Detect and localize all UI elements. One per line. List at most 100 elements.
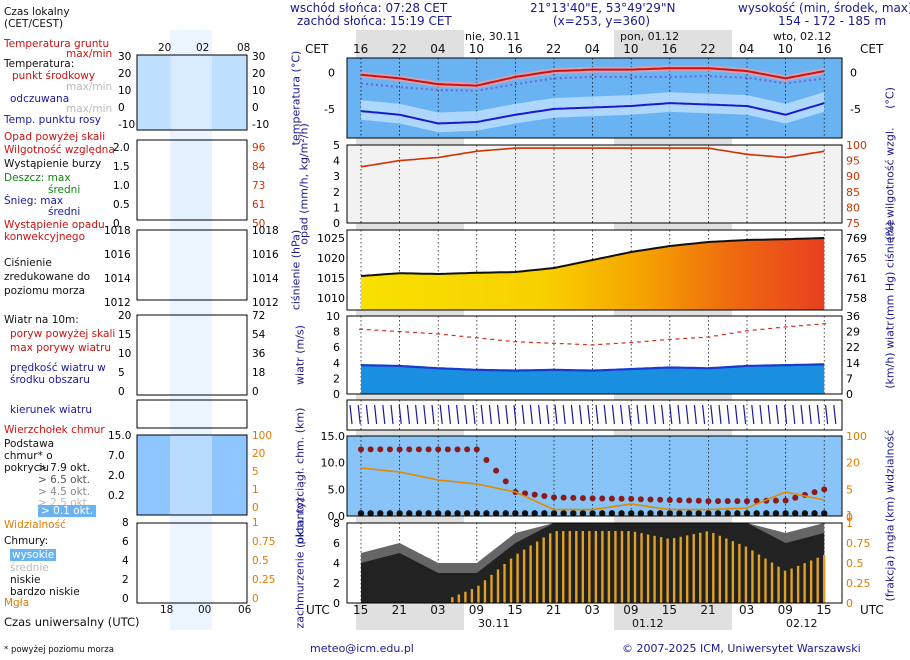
legend-precip-tick-left: 1.5 [113, 161, 130, 173]
footer-copyright: © 2007-2025 ICM, Uniwersytet Warszawski [622, 642, 861, 655]
legend-wind-mean: prędkość wiatru w środku obszaru [10, 362, 106, 386]
cloud-top-dot [551, 494, 557, 501]
wind-tick-right: 14 [846, 357, 860, 370]
elevation-label: wysokość (min, środek, max) [738, 1, 910, 15]
legend-temp-mid: punkt środkowy [12, 70, 96, 82]
cloud-base-dot [396, 510, 403, 517]
top-hour-label: 10 [777, 42, 793, 56]
legend-precip-tick-left: 2.0 [113, 142, 130, 154]
rh-tick-right: 100 [846, 139, 867, 152]
cloud-base-dot [637, 510, 645, 517]
wind-dir-arrow [521, 404, 525, 425]
fog-bar [685, 535, 689, 603]
cloud-top-dot [744, 498, 750, 505]
legend-rh-tick-right: 50 [252, 218, 266, 230]
legend-temp-tick-left: -10 [118, 119, 136, 131]
bottom-hour-label: 03 [430, 603, 446, 617]
fog-bar [777, 566, 780, 603]
legend-rh-tick-right: 84 [252, 161, 266, 173]
day-label-30-11: nie, 30.11 [465, 30, 521, 43]
wind-dir-arrow [357, 404, 361, 425]
legend-okt-01: > 0.1 okt. [38, 505, 97, 517]
fog-bar [712, 533, 715, 603]
cloud-top-dot [473, 446, 480, 453]
legend-temp-feel: odczuwana [10, 93, 70, 105]
fog-bar [633, 531, 637, 603]
pressure-tick-left: 1020 [317, 252, 345, 265]
cloud-base-dot [811, 510, 818, 517]
fog-bar [620, 531, 624, 603]
cloud-top-dot [464, 446, 471, 453]
rh-tick-right: 90 [846, 170, 860, 183]
fog-bar [744, 546, 748, 603]
temp-mid-line [360, 67, 825, 87]
cloud-top-dot [608, 495, 615, 502]
fog-bar [568, 531, 571, 603]
pressure-area [361, 238, 825, 310]
pressure-line [360, 237, 825, 277]
legend-soil-temp: Temperatura gruntu [4, 38, 110, 50]
fog-bar [470, 589, 474, 603]
fog-bar [607, 531, 611, 603]
legend-wind-tick-right: 18 [252, 367, 266, 379]
cloud-base-dot [695, 510, 702, 517]
wind-tick-left: 6 [333, 341, 340, 354]
legend-okt-65: > 6.5 okt. [38, 474, 91, 486]
panel-frames [136, 54, 843, 604]
rh-tick-right: 75 [846, 217, 860, 230]
legend-precip-tick-left: 0 [113, 218, 120, 230]
temp-feel-line [360, 102, 825, 125]
legend-fog-tick-right: 1 [252, 517, 259, 529]
wind-dir-arrow [562, 404, 566, 425]
wind-dir-arrow [685, 404, 689, 425]
utc-label-right: UTC [860, 603, 884, 617]
legend-utc-hour-18: 18 [160, 604, 174, 616]
wind-dir-arrow [587, 404, 591, 425]
footer-email[interactable]: meteo@icm.edu.pl [310, 642, 414, 655]
fog-bar [770, 562, 774, 603]
fog-bar [699, 532, 702, 603]
cloud-top-dot [782, 497, 789, 504]
temp-tick-right: 0 [850, 67, 857, 80]
cloud-top-dot [734, 498, 741, 505]
legend-clouds-vlow: bardzo niskie [10, 586, 80, 598]
pressure-tick-left: 1010 [317, 292, 345, 305]
wind-dir-arrow [636, 404, 640, 425]
legend-pressure-tick-left: 1018 [104, 225, 131, 237]
legend-rh: Wilgotność względna [4, 144, 115, 156]
visibility-tick-right: 100 [846, 430, 867, 443]
fog-bar [542, 537, 545, 603]
legend-temp-tick-left: 20 [118, 68, 132, 80]
legend-cloud-base: Podstawa chmur* o pokryciu [4, 438, 55, 474]
top-hour-label: 10 [468, 42, 485, 56]
cloud-base-dot [685, 510, 693, 517]
temp-mid-band [361, 65, 825, 89]
wind-dir-arrow [693, 404, 697, 425]
fog-bar [601, 531, 604, 603]
bottom-day-01-12: 01.12 [632, 617, 664, 630]
legend-wind-dir: kierunek wiatru [10, 404, 92, 416]
cloud-base-dot [772, 510, 780, 517]
top-hour-label: 04 [739, 42, 755, 56]
legend-visibility-tick-right: 1 [252, 484, 259, 496]
legend-cover-tick-left: 4 [122, 555, 129, 567]
wind-dir-arrow [374, 404, 378, 425]
wind-dir-arrow [767, 404, 771, 425]
cloud-top-dot [821, 486, 828, 493]
cloud-base-tick-left: 15.0 [321, 430, 346, 443]
wind-dir-arrow [603, 404, 607, 425]
cloud-base-dot [473, 510, 480, 517]
fog-tick-right: 0.25 [846, 577, 871, 590]
fog-bar [509, 558, 513, 603]
wind-tick-right: 29 [846, 326, 860, 339]
visibility-tick-right: 5 [846, 483, 853, 496]
cloud-base-dot [647, 510, 654, 517]
legend-pressure-tick-right: 1012 [252, 297, 279, 309]
legend-rh-tick-right: 61 [252, 199, 266, 211]
fog-bar [535, 541, 539, 603]
fog-bar [477, 585, 480, 603]
fog-bar [783, 570, 787, 603]
wind-dir-arrow [415, 404, 419, 425]
cloud-base-dot [705, 510, 712, 517]
cet-label-right: CET [860, 42, 884, 56]
